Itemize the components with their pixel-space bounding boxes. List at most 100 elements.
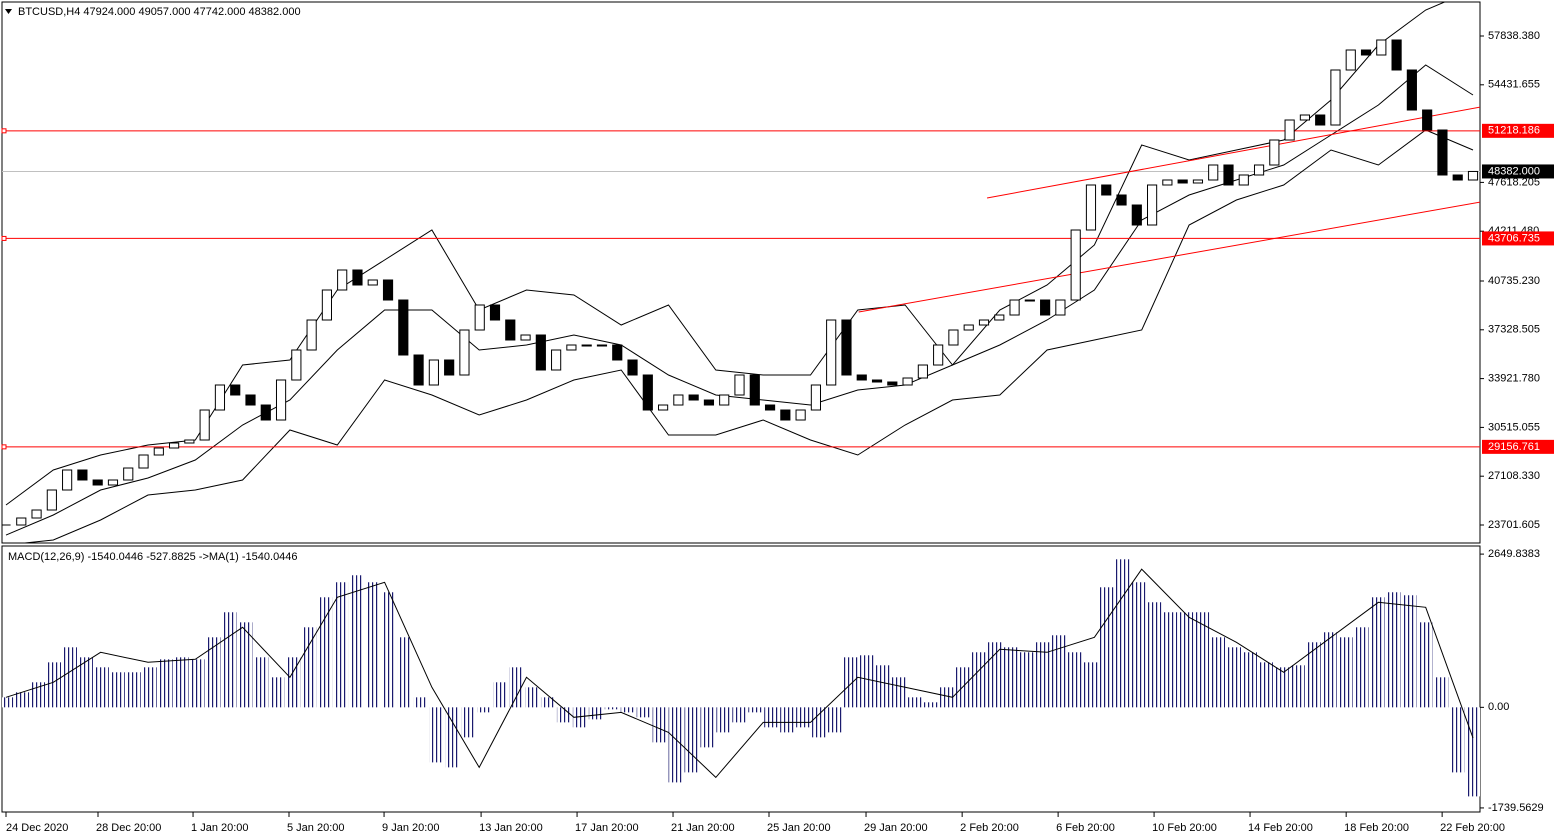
bollinger-upper	[5, 2, 1446, 506]
macd-bar	[1051, 635, 1066, 708]
candle	[1376, 39, 1387, 56]
candle	[62, 469, 73, 491]
macd-bar	[126, 672, 141, 708]
level-label-box	[1482, 123, 1554, 138]
candle	[887, 381, 898, 386]
x-tick-label: 24 Dec 2020	[6, 822, 68, 834]
level-marker	[1, 128, 7, 134]
candle	[1299, 114, 1310, 121]
macd-bar	[509, 667, 524, 708]
candle	[933, 344, 944, 366]
macd-bar	[796, 707, 811, 728]
macd-bar	[556, 707, 572, 723]
x-tick-label: 21 Jan 20:00	[671, 822, 735, 834]
macd-bar	[1003, 647, 1018, 708]
x-tick-label: 18 Feb 20:00	[1344, 822, 1409, 834]
candle	[1147, 184, 1158, 226]
candle	[871, 379, 883, 383]
candle	[184, 439, 195, 444]
macd-bar	[1083, 662, 1098, 708]
candle	[352, 269, 363, 286]
level-marker	[1, 235, 7, 241]
y-tick-label: 2649.8383	[1488, 548, 1540, 560]
candle	[123, 467, 134, 481]
candle	[92, 479, 103, 486]
candle	[169, 442, 180, 449]
candle	[459, 329, 470, 376]
y-tick-label: 0.00	[1488, 701, 1509, 713]
level-label-box	[1482, 231, 1554, 246]
x-tick-label: 17 Jan 20:00	[575, 822, 639, 834]
candle	[1284, 119, 1295, 141]
candle	[1345, 49, 1356, 71]
candle	[1253, 164, 1265, 176]
candle	[566, 344, 577, 351]
macd-bar	[445, 707, 460, 768]
x-tick-label: 25 Jan 20:00	[767, 822, 831, 834]
title-arrow	[5, 9, 12, 14]
candle	[260, 404, 271, 421]
macd-bar	[1306, 642, 1321, 708]
candle	[810, 384, 821, 411]
candle	[398, 299, 409, 356]
macd-bar	[1210, 637, 1226, 708]
macd-bar	[1274, 667, 1289, 708]
candle	[688, 394, 699, 401]
macd-bar	[1402, 595, 1417, 708]
x-tick-label: 29 Jan 20:00	[864, 822, 928, 834]
macd-bar	[780, 707, 795, 733]
price-panel-frame	[1, 1, 1481, 544]
macd-bar	[652, 707, 667, 743]
macd-bar	[907, 697, 923, 708]
y-tick-label: -1739.5629	[1488, 802, 1544, 814]
candle	[1177, 179, 1188, 184]
macd-bar	[1194, 612, 1210, 708]
candle	[1024, 299, 1035, 302]
price-plot	[2, 2, 1480, 543]
x-tick-label: 13 Jan 20:00	[479, 822, 543, 834]
candle	[1238, 174, 1249, 186]
candle	[658, 404, 669, 411]
level-label: 51218.186	[1488, 125, 1540, 137]
macd-bar	[206, 637, 221, 708]
macd-bar	[174, 657, 189, 708]
x-tick-label: 9 Jan 20:00	[382, 822, 440, 834]
macd-bar	[604, 707, 620, 710]
candle	[535, 334, 546, 371]
axes: 57838.38054431.65547618.20544211.4804073…	[1, 30, 1554, 834]
macd-bar	[700, 707, 715, 748]
candle	[764, 404, 776, 411]
macd-bar	[1354, 627, 1369, 708]
candle	[612, 344, 623, 361]
candle	[46, 489, 57, 511]
x-tick-label: 2 Feb 20:00	[960, 822, 1019, 834]
candle	[428, 359, 439, 386]
level-label: 29156.761	[1488, 441, 1540, 453]
candle	[245, 394, 256, 406]
macd-bar	[158, 659, 173, 708]
candle	[642, 374, 653, 411]
candle	[337, 269, 348, 291]
macd-bar	[477, 707, 492, 713]
candle	[230, 384, 241, 396]
level-label: 43706.735	[1488, 232, 1540, 244]
candle	[367, 279, 378, 286]
macd-plot	[2, 559, 1480, 797]
macd-bar	[46, 662, 62, 708]
macd-bar	[78, 657, 93, 708]
last-price-box	[1482, 164, 1554, 179]
y-tick-label: 33921.780	[1488, 373, 1540, 385]
candle	[673, 394, 684, 406]
macd-bar	[1433, 677, 1449, 708]
macd-bar	[1258, 662, 1273, 708]
macd-bar	[253, 657, 269, 708]
macd-bar	[812, 707, 827, 738]
macd-bar	[269, 677, 285, 708]
candle	[1131, 204, 1142, 226]
candle	[1269, 139, 1280, 166]
candle	[795, 409, 806, 421]
macd-bar	[923, 702, 939, 708]
y-tick-label: 57838.380	[1488, 30, 1540, 42]
candle	[1055, 299, 1066, 316]
